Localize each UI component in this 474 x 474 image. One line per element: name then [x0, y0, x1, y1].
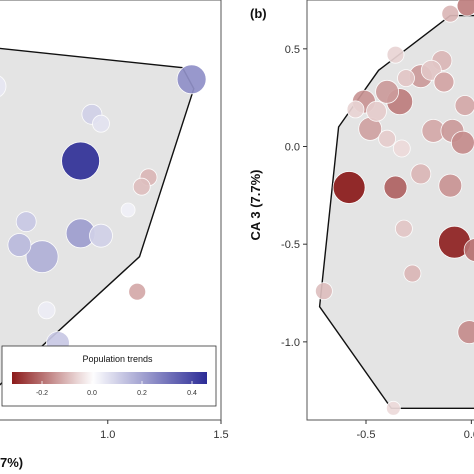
data-point [0, 75, 7, 97]
legend-tick-label: 0.0 [87, 390, 97, 397]
data-point [346, 100, 365, 119]
panel-b: (b) -0.5 0.0 0.5 0.0 -0.5 -1.0 CA 3 (7.7%) [248, 0, 474, 441]
data-point [385, 400, 401, 416]
panel-a-convex-hull [0, 47, 195, 386]
panel-b-points [314, 0, 474, 416]
panel-a: Population trends -0.20.00.20.4 .51.01.5… [0, 0, 229, 470]
panel-b-x-ticks: -0.5 0.0 [357, 420, 474, 441]
data-point [61, 141, 100, 181]
data-point [7, 233, 32, 257]
data-point [366, 100, 387, 122]
data-point [378, 129, 397, 148]
data-point [375, 79, 400, 104]
data-point [410, 163, 432, 185]
data-point [397, 69, 415, 87]
data-point [403, 264, 422, 283]
data-point [392, 139, 411, 158]
x-tick-label: 1.5 [213, 429, 228, 441]
legend-colorbar [12, 372, 207, 384]
data-point [332, 171, 366, 204]
legend-tick-label: -0.2 [36, 390, 48, 397]
legend-ticks: -0.2 0.0 0.2 0.4 [36, 381, 197, 397]
legend-title: Population trends [82, 354, 153, 364]
panel-b-y-ticks: 0.5 0.0 -0.5 -1.0 [281, 44, 307, 349]
legend: Population trends -0.2 0.0 0.2 0.4 [1, 345, 217, 407]
data-point [394, 219, 413, 238]
data-point [89, 223, 113, 248]
panel-a-x-axis-label: 7%) [0, 455, 23, 470]
y-tick-label: -1.0 [281, 337, 300, 349]
data-point [454, 95, 474, 116]
data-point [457, 320, 474, 344]
data-point [386, 45, 405, 64]
data-point [132, 177, 151, 196]
data-point [456, 0, 474, 17]
data-point [15, 211, 37, 233]
panel-b-label: (b) [250, 6, 267, 21]
x-tick-label: 0.0 [464, 429, 474, 441]
data-point [120, 202, 136, 218]
data-point [128, 282, 147, 301]
data-point [92, 114, 110, 133]
data-point [438, 173, 463, 198]
panel-b-y-axis-label: CA 3 (7.7%) [248, 169, 263, 240]
x-tick-label: 1.0 [100, 429, 115, 441]
x-tick-label: -0.5 [357, 429, 376, 441]
y-tick-label: 0.5 [285, 44, 300, 56]
data-point [37, 301, 56, 320]
data-point [25, 240, 59, 274]
data-point [433, 71, 455, 93]
panel-a-points [0, 64, 207, 355]
data-point [176, 64, 207, 95]
y-tick-label: 0.0 [285, 142, 300, 154]
legend-tick-label: 0.4 [187, 390, 197, 397]
data-point [463, 238, 474, 262]
data-point [383, 175, 408, 200]
y-tick-label: -0.5 [281, 239, 300, 251]
data-point [314, 282, 333, 301]
data-point [451, 130, 474, 155]
legend-tick-label: 0.2 [137, 390, 147, 397]
panel-a-x-ticks: .51.01.5 [100, 420, 229, 441]
data-point [441, 4, 460, 23]
